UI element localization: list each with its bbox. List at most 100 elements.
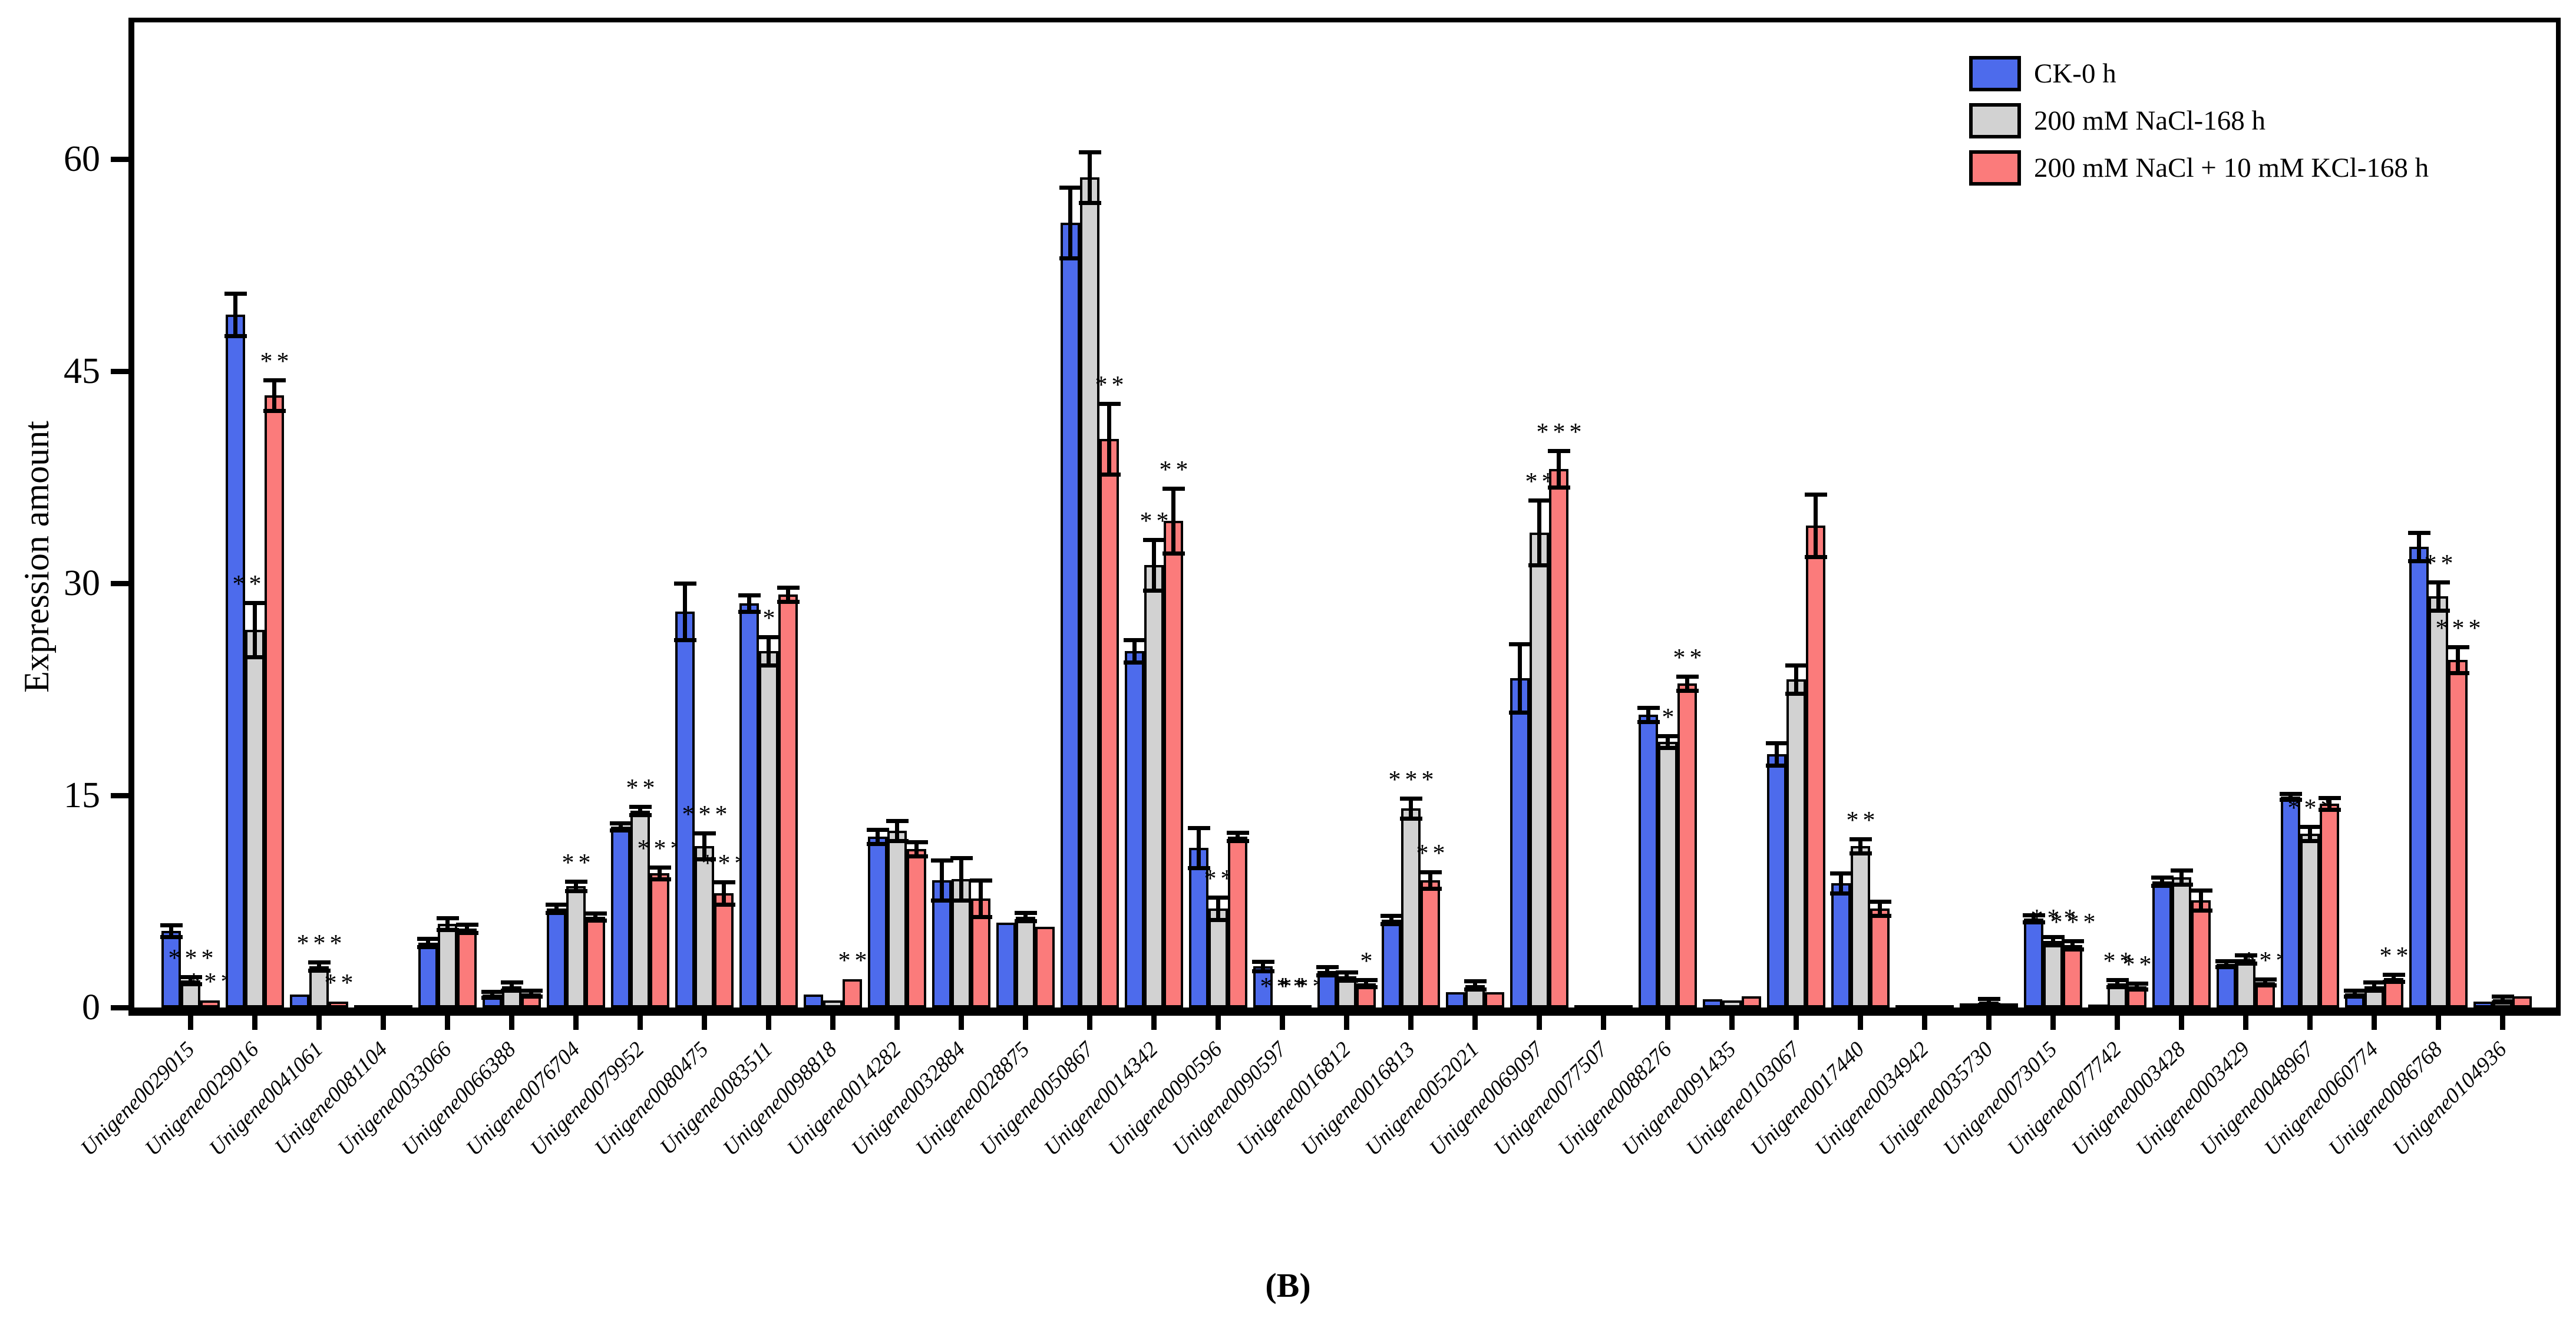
bar bbox=[1870, 909, 1890, 1007]
error-bar-cap bbox=[520, 989, 543, 993]
x-axis-tick bbox=[2372, 1016, 2377, 1030]
significance-stars: *** bbox=[682, 801, 732, 829]
error-bar-cap bbox=[584, 919, 607, 923]
error-bar-cap bbox=[757, 635, 780, 639]
y-tick-label: 60 bbox=[64, 139, 100, 179]
error-bar bbox=[876, 830, 880, 844]
error-bar bbox=[510, 982, 514, 991]
error-bar-cap bbox=[1098, 473, 1121, 477]
x-axis-tick bbox=[1858, 1016, 1863, 1030]
error-bar-cap bbox=[1123, 660, 1146, 665]
error-bar bbox=[1666, 736, 1670, 748]
bar bbox=[1208, 909, 1228, 1007]
x-axis-label: Unigene0081104 bbox=[270, 1037, 392, 1159]
bar bbox=[1677, 683, 1697, 1007]
bar bbox=[1292, 1005, 1312, 1010]
y-axis-tick bbox=[111, 793, 128, 798]
error-bar bbox=[2032, 915, 2036, 922]
bar bbox=[2088, 1005, 2108, 1009]
error-bar-cap bbox=[1142, 537, 1165, 542]
bar bbox=[2152, 881, 2172, 1007]
error-bar-cap bbox=[436, 916, 459, 921]
error-bar-cap bbox=[1464, 987, 1487, 992]
x-axis-tick bbox=[1537, 1016, 1542, 1030]
error-bar-cap bbox=[1849, 851, 1872, 855]
error-bar-cap bbox=[2279, 797, 2302, 802]
legend-swatch bbox=[1969, 150, 2021, 186]
x-axis-tick bbox=[1408, 1016, 1414, 1030]
bar bbox=[1703, 999, 1722, 1007]
bar bbox=[2512, 996, 2532, 1007]
x-axis-tick bbox=[1986, 1016, 1992, 1030]
error-bar-cap bbox=[2363, 980, 2386, 985]
bar bbox=[393, 1005, 412, 1010]
error-bar bbox=[1088, 151, 1092, 203]
error-bar bbox=[593, 913, 597, 920]
x-axis-tick bbox=[1665, 1016, 1670, 1030]
error-bar bbox=[529, 990, 533, 996]
error-bar-cap bbox=[545, 902, 568, 907]
error-bar bbox=[1325, 966, 1329, 976]
x-axis-label: Unigene0088276 bbox=[1553, 1037, 1677, 1161]
error-bar-cap bbox=[2407, 531, 2430, 535]
error-bar-cap bbox=[1804, 493, 1827, 497]
y-axis-title: Expression amount bbox=[17, 421, 56, 693]
error-bar-cap bbox=[1765, 741, 1788, 745]
error-bar-cap bbox=[2151, 875, 2174, 880]
bar bbox=[630, 811, 650, 1007]
bar bbox=[1485, 992, 1504, 1007]
error-bar-cap bbox=[308, 960, 331, 964]
error-bar-cap bbox=[1656, 734, 1679, 739]
error-bar-cap bbox=[2061, 947, 2084, 952]
error-bar-cap bbox=[629, 804, 652, 809]
bar bbox=[1125, 651, 1144, 1007]
bar bbox=[438, 924, 457, 1007]
significance-stars: *** bbox=[296, 930, 346, 957]
error-bar-cap bbox=[224, 292, 247, 296]
error-bar-cap bbox=[2427, 609, 2450, 613]
bar bbox=[1530, 533, 1549, 1007]
error-bar-cap bbox=[436, 927, 459, 932]
error-bar bbox=[2244, 954, 2248, 964]
bar bbox=[1446, 992, 1465, 1007]
bar bbox=[418, 943, 438, 1007]
x-axis-label: Unigene0104936 bbox=[2388, 1037, 2512, 1161]
error-bar bbox=[2288, 794, 2293, 800]
significance-stars: ** bbox=[838, 947, 871, 974]
error-bar-cap bbox=[2170, 868, 2193, 873]
error-bar bbox=[1171, 488, 1175, 554]
error-bar bbox=[1152, 539, 1156, 591]
error-bar-cap bbox=[1380, 922, 1403, 927]
x-axis-label: Unigene0033066 bbox=[333, 1037, 457, 1161]
x-axis-label: Unigene0073015 bbox=[1938, 1037, 2062, 1161]
x-axis-label: Unigene0077507 bbox=[1489, 1037, 1613, 1161]
significance-stars: *** bbox=[2030, 904, 2080, 932]
significance-stars: *** bbox=[2435, 615, 2485, 643]
bar bbox=[566, 886, 586, 1007]
error-bar-cap bbox=[2022, 920, 2045, 924]
bar bbox=[1189, 848, 1208, 1007]
x-axis-label: Unigene0048967 bbox=[2195, 1037, 2319, 1161]
error-bar bbox=[658, 867, 662, 879]
error-bar-cap bbox=[950, 856, 973, 860]
error-bar-cap bbox=[648, 865, 671, 870]
error-bar bbox=[554, 904, 559, 913]
error-bar-cap bbox=[1765, 764, 1788, 768]
x-axis-tick bbox=[1601, 1016, 1606, 1030]
error-bar-cap bbox=[481, 990, 504, 995]
error-bar-cap bbox=[1676, 675, 1699, 679]
x-axis-tick bbox=[1472, 1016, 1478, 1030]
bar bbox=[2429, 596, 2448, 1007]
error-bar bbox=[1473, 980, 1477, 990]
x-axis-label: Unigene0003428 bbox=[2067, 1037, 2191, 1161]
bar bbox=[2320, 804, 2339, 1007]
bar bbox=[1099, 439, 1119, 1007]
bar bbox=[1960, 1003, 1979, 1008]
legend-swatch bbox=[1969, 56, 2021, 91]
error-bar-cap bbox=[1355, 985, 1378, 989]
significance-stars: ** bbox=[1846, 807, 1880, 834]
error-bar bbox=[702, 833, 706, 859]
y-axis-tick bbox=[111, 581, 128, 586]
error-bar bbox=[2115, 980, 2119, 987]
